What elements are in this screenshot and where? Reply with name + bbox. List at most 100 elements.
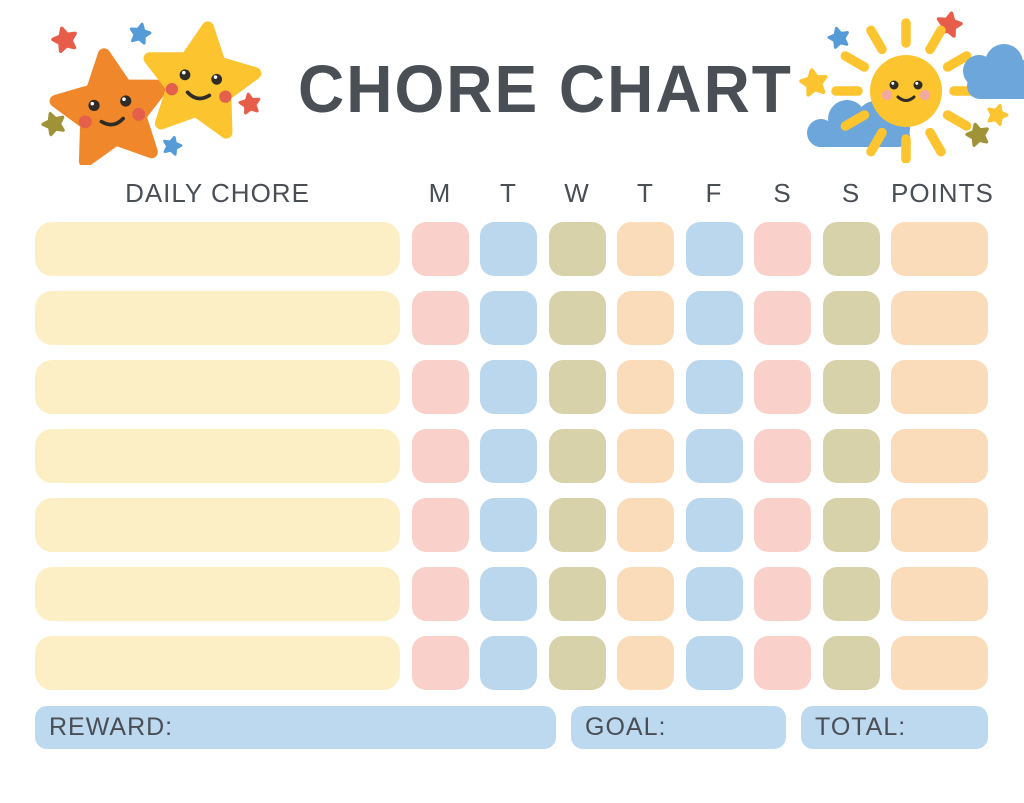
day-cell-fri[interactable] [685,222,743,276]
sparkle-star-icon [827,25,850,47]
points-cell[interactable] [891,567,988,621]
reward-label: REWARD: [49,713,174,741]
day-cell-thu[interactable] [617,567,674,621]
sparkle-star-icon [162,135,183,155]
cloud-icon [962,43,1024,99]
day-cell-sat[interactable] [754,636,811,690]
chore-name-field[interactable] [35,291,400,345]
chore-name-field[interactable] [35,636,400,690]
stars-icon [32,9,292,165]
column-header-day-mon: M [428,177,452,208]
day-cell-mon[interactable] [411,636,469,690]
day-cell-mon[interactable] [411,498,469,552]
day-cell-tue[interactable] [480,636,537,690]
chore-row [35,222,988,276]
chore-table: DAILY CHORE M T W T F S S POINTS [35,176,994,690]
day-cell-thu[interactable] [617,636,674,690]
yellow-star-icon [141,20,261,135]
day-cell-sun[interactable] [822,222,880,276]
goal-label: GOAL: [585,713,667,741]
chore-row [35,498,988,552]
table-header-row: DAILY CHORE M T W T F S S POINTS [35,176,994,210]
chore-row [35,636,988,690]
day-cell-thu[interactable] [617,360,674,414]
day-cell-sun[interactable] [822,567,880,621]
day-cell-thu[interactable] [617,429,674,483]
day-cell-sun[interactable] [822,498,880,552]
chore-name-field[interactable] [35,360,400,414]
day-cell-wed[interactable] [548,636,606,690]
chore-row [35,429,988,483]
day-cell-mon[interactable] [411,567,469,621]
day-cell-tue[interactable] [480,360,537,414]
day-cell-sun[interactable] [822,360,880,414]
day-cell-tue[interactable] [480,429,537,483]
day-cell-mon[interactable] [411,360,469,414]
chore-name-field[interactable] [35,498,400,552]
chore-row [35,360,988,414]
day-cell-mon[interactable] [411,222,469,276]
day-cell-fri[interactable] [685,498,743,552]
points-cell[interactable] [891,429,988,483]
day-cell-thu[interactable] [617,222,674,276]
day-cell-wed[interactable] [548,222,606,276]
total-label: TOTAL: [815,713,907,741]
reward-field[interactable]: REWARD: [35,706,556,749]
points-cell[interactable] [891,498,988,552]
chore-row [35,291,988,345]
day-cell-fri[interactable] [685,429,743,483]
day-cell-thu[interactable] [617,498,674,552]
day-cell-tue[interactable] [480,291,537,345]
day-cell-wed[interactable] [548,498,606,552]
points-cell[interactable] [891,222,988,276]
day-cell-mon[interactable] [411,291,469,345]
day-cell-wed[interactable] [548,567,606,621]
column-header-day-sat: S [773,177,792,208]
column-header-day-fri: F [705,177,723,208]
points-cell[interactable] [891,291,988,345]
day-cell-tue[interactable] [480,567,537,621]
day-cell-sat[interactable] [754,291,811,345]
day-cell-fri[interactable] [685,567,743,621]
column-header-day-wed: W [564,177,590,208]
stars-decoration [32,9,292,170]
day-cell-fri[interactable] [685,360,743,414]
orange-star-icon [50,47,172,164]
sun-icon [799,11,1024,164]
chore-name-field[interactable] [35,222,400,276]
day-cell-sat[interactable] [754,498,811,552]
column-header-day-sun: S [841,177,861,208]
day-cell-fri[interactable] [685,291,743,345]
goal-field[interactable]: GOAL: [571,706,786,749]
column-header-day-tue: T [500,177,517,208]
chore-name-field[interactable] [35,429,400,483]
day-cell-wed[interactable] [548,360,606,414]
column-header-points: POINTS [891,177,994,208]
day-cell-sun[interactable] [822,291,880,345]
sparkle-star-icon [239,92,261,113]
points-cell[interactable] [891,636,988,690]
day-cell-thu[interactable] [617,291,674,345]
day-cell-wed[interactable] [548,291,606,345]
total-field[interactable]: TOTAL: [801,706,988,749]
day-cell-wed[interactable] [548,429,606,483]
day-cell-fri[interactable] [685,636,743,690]
sparkle-star-icon [799,68,827,95]
day-cell-sat[interactable] [754,222,811,276]
chore-row [35,567,988,621]
day-cell-tue[interactable] [480,498,537,552]
chore-name-field[interactable] [35,567,400,621]
column-header-day-thu: T [637,177,654,208]
day-cell-sun[interactable] [822,429,880,483]
page-title: CHORE CHART [298,51,793,127]
points-cell[interactable] [891,360,988,414]
day-cell-sat[interactable] [754,429,811,483]
day-cell-tue[interactable] [480,222,537,276]
day-cell-sat[interactable] [754,567,811,621]
day-cell-mon[interactable] [411,429,469,483]
sparkle-star-icon [129,22,151,44]
column-header-daily-chore: DAILY CHORE [125,177,310,208]
day-cell-sun[interactable] [822,636,880,690]
day-cell-sat[interactable] [754,360,811,414]
